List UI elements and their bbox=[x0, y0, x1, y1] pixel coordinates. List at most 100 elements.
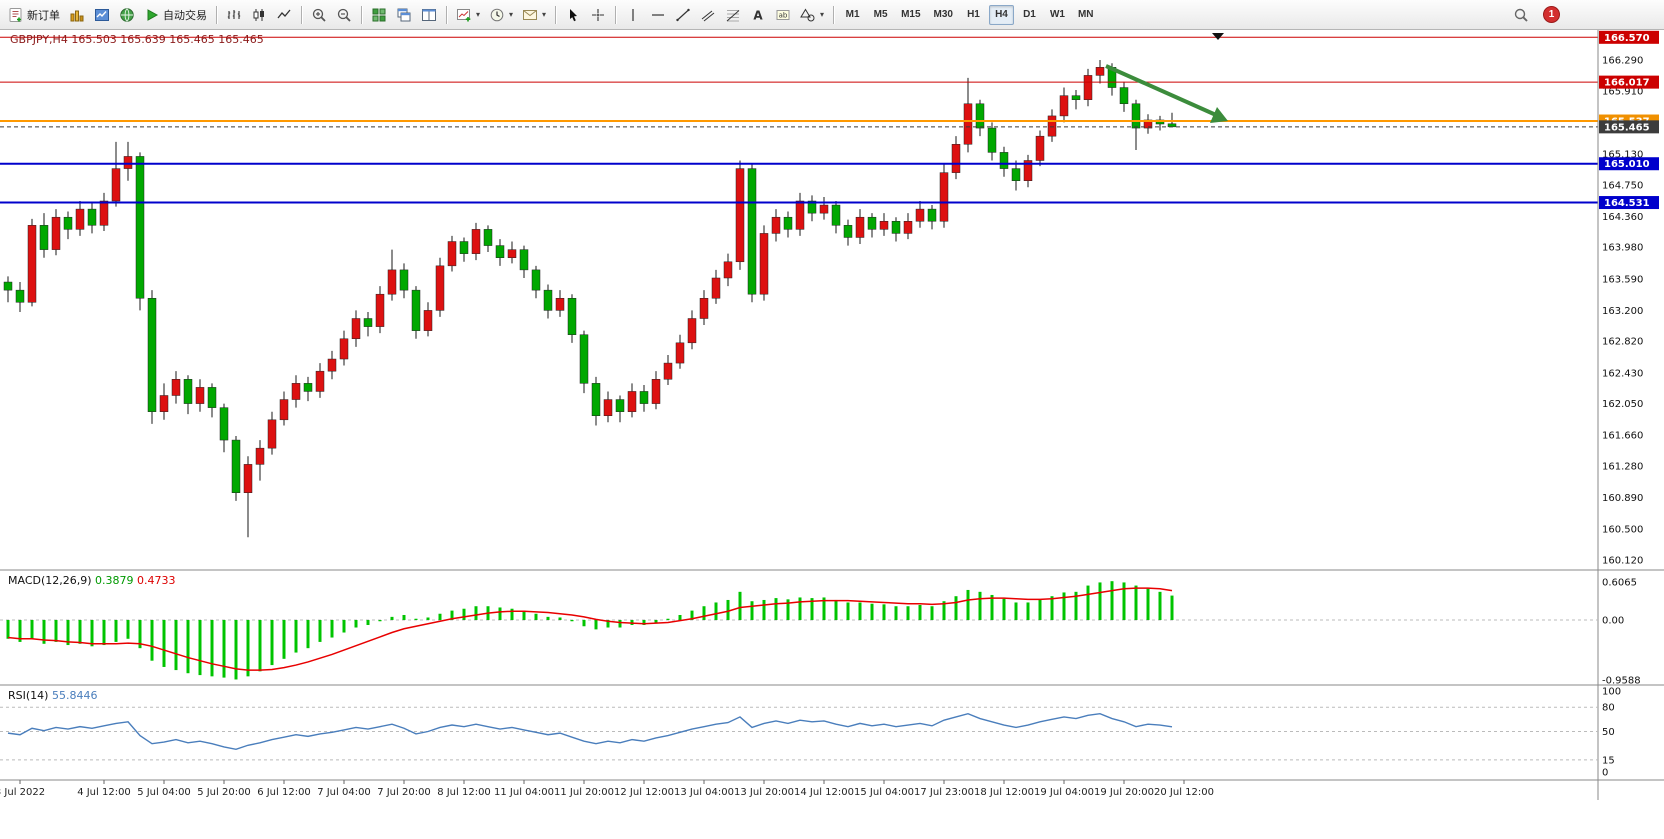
tile-windows-button[interactable] bbox=[367, 3, 391, 27]
candlestick-mode-button[interactable] bbox=[247, 3, 271, 27]
new-order-button[interactable]: 新订单 bbox=[4, 3, 64, 27]
cursor-tool-button[interactable] bbox=[561, 3, 585, 27]
svg-text:12 Jul 12:00: 12 Jul 12:00 bbox=[614, 787, 674, 798]
svg-text:166.290: 166.290 bbox=[1602, 56, 1643, 67]
timeframe-h4[interactable]: H4 bbox=[988, 4, 1014, 25]
navigator-button[interactable] bbox=[90, 3, 114, 27]
svg-text:160.120: 160.120 bbox=[1602, 556, 1643, 567]
text-icon: A bbox=[753, 8, 763, 22]
svg-text:6 Jul 12:00: 6 Jul 12:00 bbox=[257, 787, 311, 798]
period-dropdown[interactable]: ▾ bbox=[485, 3, 517, 27]
svg-text:100: 100 bbox=[1602, 687, 1621, 698]
chart-title: GBPJPY,H4 165.503 165.639 165.465 165.46… bbox=[10, 33, 264, 46]
zoom-in-button[interactable] bbox=[307, 3, 331, 27]
svg-text:164.750: 164.750 bbox=[1602, 180, 1643, 191]
toolbar-separator bbox=[615, 5, 617, 24]
arrange-windows-button[interactable] bbox=[417, 3, 441, 27]
svg-text:161.660: 161.660 bbox=[1602, 431, 1643, 442]
cursor-icon bbox=[570, 8, 578, 21]
price-levels-layer[interactable] bbox=[0, 36, 1598, 204]
svg-text:160.890: 160.890 bbox=[1602, 493, 1643, 504]
svg-text:11 Jul 04:00: 11 Jul 04:00 bbox=[494, 787, 554, 798]
svg-text:15 Jul 04:00: 15 Jul 04:00 bbox=[854, 787, 914, 798]
svg-text:-0.9588: -0.9588 bbox=[1602, 676, 1641, 687]
channel-icon bbox=[701, 10, 715, 21]
candles-layer bbox=[3, 60, 1177, 538]
notification-badge[interactable]: 1 bbox=[1543, 6, 1560, 23]
toolbar-separator bbox=[833, 5, 835, 24]
zoom-out-button[interactable] bbox=[332, 3, 356, 27]
trend-arrow[interactable] bbox=[1105, 64, 1228, 123]
template-dropdown[interactable]: ▾ bbox=[518, 3, 550, 27]
search-icon bbox=[1514, 8, 1528, 22]
tile-windows-icon bbox=[372, 8, 386, 21]
svg-text:163.590: 163.590 bbox=[1602, 274, 1643, 285]
toolbar-separator bbox=[216, 5, 217, 24]
timeframe-w1[interactable]: W1 bbox=[1045, 5, 1070, 25]
svg-text:ab: ab bbox=[779, 11, 788, 19]
svg-text:13 Jul 20:00: 13 Jul 20:00 bbox=[734, 787, 794, 798]
new-order-icon bbox=[9, 7, 22, 22]
cascade-windows-icon bbox=[397, 8, 411, 21]
svg-text:7 Jul 20:00: 7 Jul 20:00 bbox=[377, 787, 431, 798]
timeframe-m5[interactable]: M5 bbox=[868, 5, 893, 25]
trendline-icon bbox=[676, 8, 690, 21]
market-watch-icon bbox=[70, 10, 84, 21]
svg-text:0.6065: 0.6065 bbox=[1602, 578, 1637, 589]
text-tool-button[interactable]: A bbox=[746, 3, 770, 27]
svg-text:17 Jul 23:00: 17 Jul 23:00 bbox=[914, 787, 974, 798]
new-order-label: 新订单 bbox=[27, 9, 60, 22]
toolbar-separator bbox=[446, 5, 447, 24]
market-watch-button[interactable] bbox=[65, 3, 89, 27]
price-axis[interactable]: 166.290165.910165.530165.130164.750164.3… bbox=[1599, 30, 1659, 567]
bar-chart-mode-button[interactable] bbox=[222, 3, 246, 27]
horizontal-line-tool-button[interactable] bbox=[646, 3, 670, 27]
shapes-icon bbox=[800, 8, 815, 21]
new-chart-dropdown[interactable]: ▾ bbox=[452, 3, 484, 27]
svg-text:166.017: 166.017 bbox=[1604, 78, 1650, 89]
fibonacci-icon bbox=[726, 9, 740, 21]
svg-text:162.430: 162.430 bbox=[1602, 368, 1643, 379]
svg-text:4 Jul 12:00: 4 Jul 12:00 bbox=[77, 787, 131, 798]
trendline-tool-button[interactable] bbox=[671, 3, 695, 27]
svg-text:80: 80 bbox=[1602, 703, 1615, 714]
cascade-windows-button[interactable] bbox=[392, 3, 416, 27]
rsi-panel[interactable]: RSI(14) 55.8446 100 80 50 15 0 bbox=[0, 687, 1621, 779]
timeframe-mn[interactable]: MN bbox=[1073, 5, 1099, 25]
svg-text:A: A bbox=[753, 8, 763, 22]
toolbar-separator bbox=[301, 5, 302, 24]
shapes-dropdown[interactable]: ▾ bbox=[796, 3, 828, 27]
text-label-tool-button[interactable]: ab bbox=[771, 3, 795, 27]
svg-text:165.910: 165.910 bbox=[1602, 86, 1643, 97]
timeframe-m30[interactable]: M30 bbox=[929, 5, 958, 25]
svg-text:165.465: 165.465 bbox=[1604, 122, 1650, 133]
terminal-button[interactable] bbox=[115, 3, 139, 27]
chart-shift-marker[interactable] bbox=[1212, 33, 1224, 40]
svg-text:5 Jul 04:00: 5 Jul 04:00 bbox=[137, 787, 191, 798]
search-button[interactable] bbox=[1509, 3, 1533, 27]
crosshair-tool-button[interactable] bbox=[586, 3, 610, 27]
toolbar-separator bbox=[361, 5, 362, 24]
svg-text:19 Jul 04:00: 19 Jul 04:00 bbox=[1034, 787, 1094, 798]
line-chart-mode-button[interactable] bbox=[272, 3, 296, 27]
timeframe-d1[interactable]: D1 bbox=[1017, 5, 1042, 25]
autotrade-button[interactable]: 自动交易 bbox=[140, 3, 211, 27]
svg-text:7 Jul 04:00: 7 Jul 04:00 bbox=[317, 787, 371, 798]
time-axis[interactable]: 3 Jul 2022 4 Jul 12:00 5 Jul 04:00 5 Jul 20… bbox=[0, 780, 1214, 798]
channel-tool-button[interactable] bbox=[696, 3, 720, 27]
macd-panel[interactable]: MACD(12,26,9) 0.3879 0.4733 0.6065 0.00 -0.… bbox=[0, 574, 1641, 687]
vertical-line-tool-button[interactable] bbox=[621, 3, 645, 27]
timeframe-m15[interactable]: M15 bbox=[896, 5, 925, 25]
svg-text:160.500: 160.500 bbox=[1602, 525, 1643, 536]
chevron-down-icon: ▾ bbox=[509, 10, 514, 19]
new-chart-icon bbox=[457, 8, 471, 21]
navigator-icon bbox=[95, 8, 109, 21]
svg-text:11 Jul 20:00: 11 Jul 20:00 bbox=[554, 787, 614, 798]
toolbar: 新订单 自动交易 bbox=[0, 0, 1664, 30]
svg-text:14 Jul 12:00: 14 Jul 12:00 bbox=[794, 787, 854, 798]
svg-text:3 Jul 2022: 3 Jul 2022 bbox=[0, 787, 45, 798]
fibonacci-tool-button[interactable] bbox=[721, 3, 745, 27]
chart-area[interactable]: GBPJPY,H4 165.503 165.639 165.465 165.46… bbox=[0, 30, 1664, 839]
timeframe-m1[interactable]: M1 bbox=[840, 5, 865, 25]
timeframe-h1[interactable]: H1 bbox=[961, 5, 986, 25]
